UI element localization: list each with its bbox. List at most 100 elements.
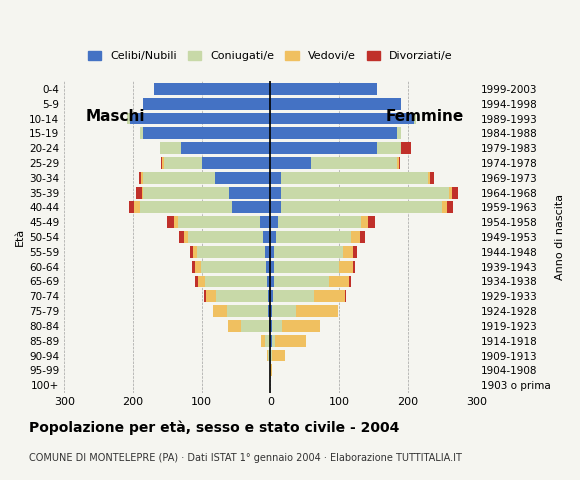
Bar xyxy=(270,83,376,95)
Bar xyxy=(188,231,263,243)
Bar xyxy=(311,157,397,169)
Bar xyxy=(270,246,274,258)
Bar xyxy=(205,276,267,288)
Bar xyxy=(184,231,188,243)
Bar xyxy=(349,276,350,288)
Bar xyxy=(197,246,266,258)
Bar xyxy=(177,216,260,228)
Bar xyxy=(193,246,197,258)
Bar xyxy=(270,290,273,302)
Bar xyxy=(267,290,270,302)
Bar xyxy=(274,276,329,288)
Bar xyxy=(270,216,278,228)
Bar xyxy=(296,305,338,317)
Bar xyxy=(198,276,205,288)
Bar xyxy=(269,320,270,332)
Bar xyxy=(167,216,174,228)
Bar xyxy=(281,172,428,184)
Bar xyxy=(142,187,143,199)
Text: Popolazione per età, sesso e stato civile - 2004: Popolazione per età, sesso e stato civil… xyxy=(29,420,400,435)
Bar xyxy=(270,276,274,288)
Legend: Celibi/Nubili, Coniugati/e, Vedovi/e, Divorziati/e: Celibi/Nubili, Coniugati/e, Vedovi/e, Di… xyxy=(84,47,457,66)
Bar xyxy=(270,320,271,332)
Bar xyxy=(401,142,411,154)
Bar xyxy=(272,305,296,317)
Bar xyxy=(270,305,272,317)
Bar xyxy=(278,216,361,228)
Bar xyxy=(264,335,270,347)
Bar xyxy=(164,157,202,169)
Bar xyxy=(215,172,270,184)
Bar xyxy=(276,231,351,243)
Bar xyxy=(397,157,398,169)
Bar xyxy=(161,142,181,154)
Y-axis label: Anno di nascita: Anno di nascita xyxy=(555,194,565,280)
Bar xyxy=(233,202,270,213)
Bar xyxy=(271,335,275,347)
Bar xyxy=(360,231,365,243)
Bar xyxy=(415,113,416,124)
Bar xyxy=(345,290,346,302)
Text: Maschi: Maschi xyxy=(86,109,146,124)
Bar xyxy=(136,187,142,199)
Bar xyxy=(270,157,311,169)
Bar xyxy=(275,335,306,347)
Bar xyxy=(398,157,400,169)
Bar xyxy=(270,187,281,199)
Bar xyxy=(143,127,270,139)
Bar xyxy=(260,216,270,228)
Bar xyxy=(140,202,233,213)
Bar xyxy=(428,172,430,184)
Bar xyxy=(270,127,397,139)
Bar xyxy=(343,246,353,258)
Bar xyxy=(154,83,270,95)
Bar xyxy=(351,231,360,243)
Text: Femmine: Femmine xyxy=(386,109,464,124)
Bar xyxy=(368,216,375,228)
Bar xyxy=(195,261,201,273)
Bar xyxy=(268,349,270,361)
Bar xyxy=(204,290,206,302)
Y-axis label: Età: Età xyxy=(15,228,25,246)
Bar xyxy=(274,246,343,258)
Bar xyxy=(143,187,229,199)
Bar xyxy=(141,172,143,184)
Bar xyxy=(273,290,314,302)
Bar xyxy=(190,246,193,258)
Bar xyxy=(202,157,270,169)
Bar xyxy=(227,305,268,317)
Bar xyxy=(271,349,285,361)
Text: COMUNE DI MONTELEPRE (PA) · Dati ISTAT 1° gennaio 2004 · Elaborazione TUTTITALIA: COMUNE DI MONTELEPRE (PA) · Dati ISTAT 1… xyxy=(29,453,462,463)
Bar xyxy=(449,187,452,199)
Bar xyxy=(267,276,270,288)
Bar xyxy=(329,276,349,288)
Bar xyxy=(430,172,434,184)
Bar xyxy=(143,172,215,184)
Bar xyxy=(213,305,227,317)
Bar xyxy=(271,320,282,332)
Bar xyxy=(201,261,266,273)
Bar xyxy=(263,231,270,243)
Bar xyxy=(266,261,270,273)
Bar xyxy=(270,172,281,184)
Bar xyxy=(270,261,274,273)
Bar xyxy=(162,157,164,169)
Bar xyxy=(143,98,270,109)
Bar xyxy=(229,187,270,199)
Bar xyxy=(361,216,368,228)
Bar xyxy=(181,142,270,154)
Bar xyxy=(353,246,357,258)
Bar xyxy=(179,231,184,243)
Bar xyxy=(452,187,458,199)
Bar xyxy=(174,216,177,228)
Bar xyxy=(270,113,415,124)
Bar xyxy=(270,142,376,154)
Bar xyxy=(270,202,281,213)
Bar xyxy=(266,246,270,258)
Bar xyxy=(270,231,276,243)
Bar xyxy=(270,349,271,361)
Bar xyxy=(376,142,401,154)
Bar xyxy=(129,202,135,213)
Bar xyxy=(270,98,401,109)
Bar xyxy=(128,113,129,124)
